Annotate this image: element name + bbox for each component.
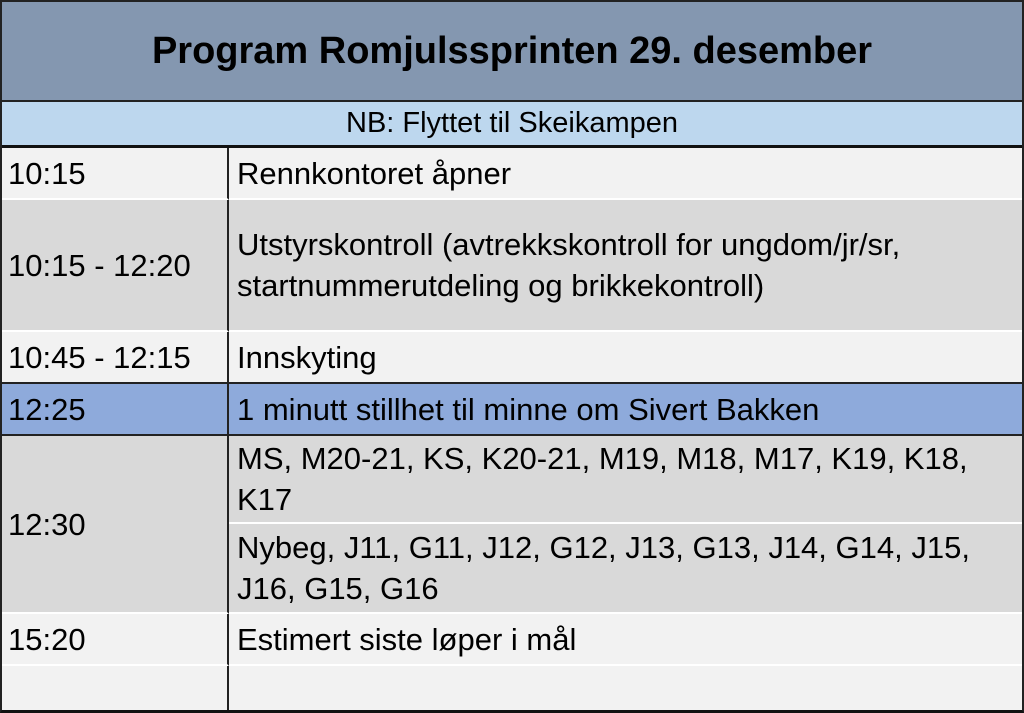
- event-cell: [229, 666, 1024, 713]
- event-cell: Innskyting: [229, 332, 1024, 384]
- time-cell: 10:15: [0, 148, 229, 200]
- event-cell: 1 minutt stillhet til minne om Sivert Ba…: [229, 384, 1024, 436]
- time-cell: 10:45 - 12:15: [0, 332, 229, 384]
- event-cell: MS, M20-21, KS, K20-21, M19, M18, M17, K…: [229, 436, 1024, 524]
- page-title: Program Romjulssprinten 29. desember: [0, 0, 1024, 102]
- time-cell: 12:30: [0, 436, 229, 614]
- event-cell: Rennkontoret åpner: [229, 148, 1024, 200]
- time-cell: 15:20: [0, 614, 229, 666]
- event-cell: Nybeg, J11, G11, J12, G12, J13, G13, J14…: [229, 524, 1024, 614]
- time-cell: 12:25: [0, 384, 229, 436]
- event-cell: Estimert siste løper i mål: [229, 614, 1024, 666]
- time-cell: 10:15 - 12:20: [0, 200, 229, 332]
- time-cell: [0, 666, 229, 713]
- venue-note: NB: Flyttet til Skeikampen: [0, 102, 1024, 148]
- event-cell: Utstyrskontroll (avtrekkskontroll for un…: [229, 200, 1024, 332]
